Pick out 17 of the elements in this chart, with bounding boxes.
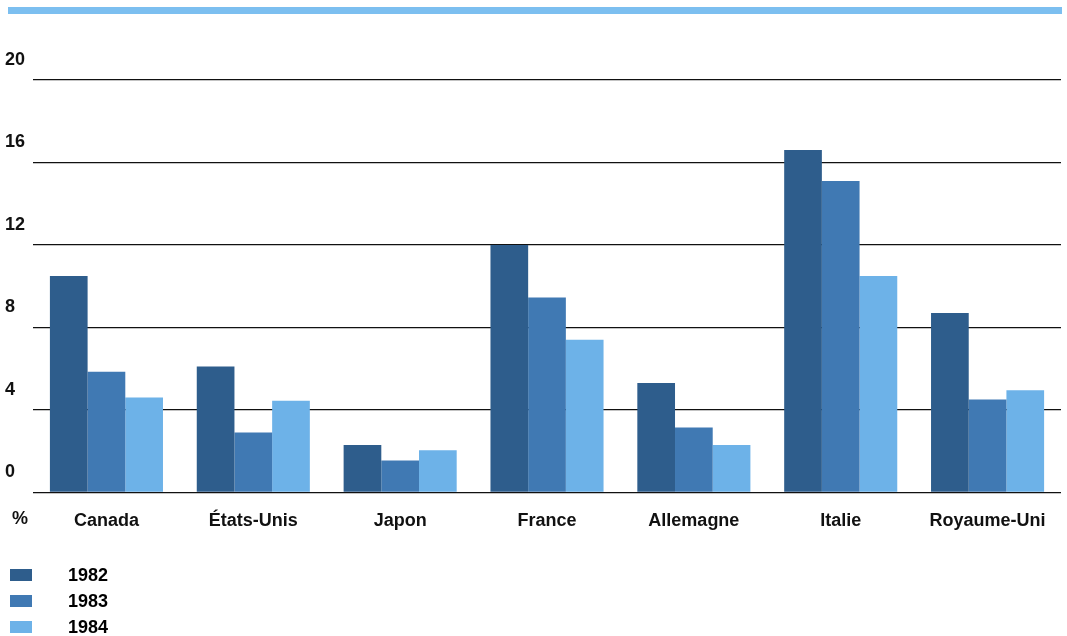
x-tick-label: Italie	[820, 510, 862, 531]
legend-label: 1984	[68, 616, 109, 636]
legend-label: 1982	[68, 564, 109, 586]
y-tick-label: 4	[5, 378, 16, 399]
y-tick-label: 12	[5, 213, 26, 234]
y-tick-label: 20	[5, 48, 26, 69]
x-tick-label: Allemagne	[648, 510, 740, 531]
y-axis-title: %	[12, 508, 29, 529]
x-tick-label: Royaume-Uni	[929, 510, 1046, 531]
y-tick-label: 0	[5, 461, 16, 482]
x-tick-label: France	[517, 510, 577, 531]
legend-label: 1983	[68, 590, 109, 612]
x-tick-label: Japon	[373, 510, 427, 531]
y-tick-label: 16	[5, 131, 26, 152]
y-tick-label: 8	[5, 296, 16, 317]
x-tick-label: États-Unis	[208, 509, 298, 531]
x-tick-label: Canada	[73, 510, 140, 531]
